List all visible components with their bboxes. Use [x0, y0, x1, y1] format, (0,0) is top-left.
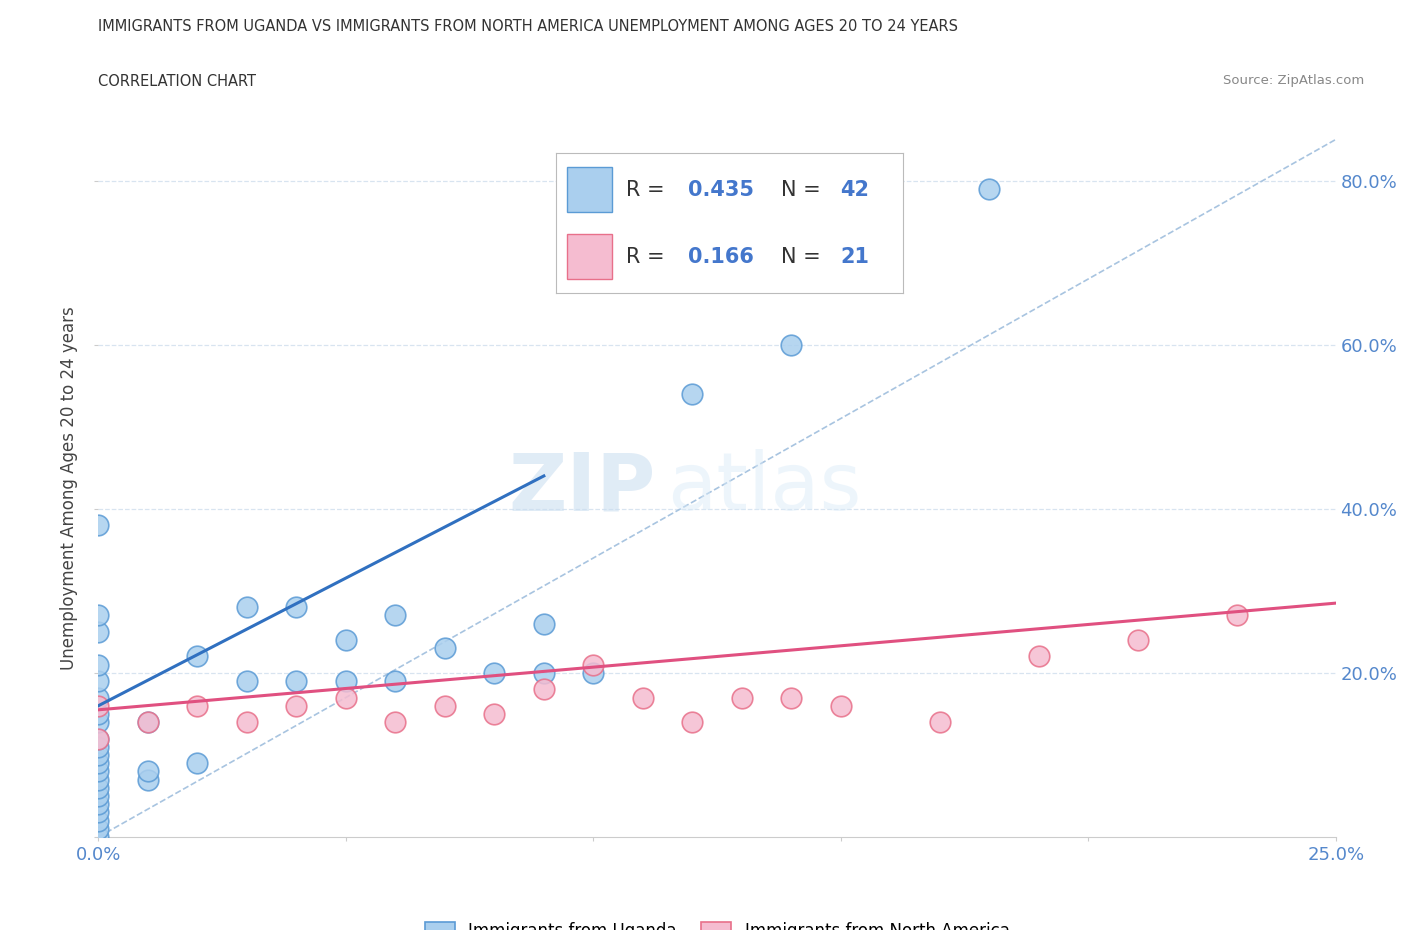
Text: Source: ZipAtlas.com: Source: ZipAtlas.com	[1223, 74, 1364, 87]
Point	[87, 813, 110, 828]
Point	[830, 698, 852, 713]
Point	[928, 714, 950, 729]
Text: ZIP: ZIP	[508, 449, 655, 527]
Point	[87, 756, 110, 771]
Point	[87, 707, 110, 722]
Point	[136, 772, 159, 787]
Point	[285, 698, 308, 713]
Point	[433, 698, 456, 713]
Point	[582, 658, 605, 672]
Point	[484, 666, 506, 681]
Point	[87, 608, 110, 623]
Point	[87, 772, 110, 787]
Point	[681, 714, 703, 729]
Point	[87, 830, 110, 844]
Point	[87, 797, 110, 812]
Point	[285, 673, 308, 688]
Point	[335, 632, 357, 647]
Point	[533, 682, 555, 697]
Point	[136, 714, 159, 729]
Point	[1028, 649, 1050, 664]
Text: CORRELATION CHART: CORRELATION CHART	[98, 74, 256, 89]
Point	[87, 624, 110, 639]
Point	[87, 714, 110, 729]
Point	[681, 387, 703, 402]
Point	[87, 698, 110, 713]
Point	[631, 690, 654, 705]
Point	[87, 739, 110, 754]
Text: IMMIGRANTS FROM UGANDA VS IMMIGRANTS FROM NORTH AMERICA UNEMPLOYMENT AMONG AGES : IMMIGRANTS FROM UGANDA VS IMMIGRANTS FRO…	[98, 19, 959, 33]
Point	[1226, 608, 1249, 623]
Point	[236, 714, 259, 729]
Text: atlas: atlas	[668, 449, 862, 527]
Point	[87, 780, 110, 795]
Point	[87, 748, 110, 763]
Point	[335, 673, 357, 688]
Point	[87, 673, 110, 688]
Point	[186, 649, 208, 664]
Point	[87, 658, 110, 672]
Point	[136, 764, 159, 778]
Legend: Immigrants from Uganda, Immigrants from North America: Immigrants from Uganda, Immigrants from …	[418, 915, 1017, 930]
Point	[285, 600, 308, 615]
Point	[979, 181, 1001, 196]
Point	[87, 821, 110, 836]
Point	[186, 698, 208, 713]
Point	[87, 731, 110, 746]
Point	[87, 518, 110, 533]
Point	[87, 764, 110, 778]
Point	[582, 666, 605, 681]
Point	[87, 805, 110, 820]
Point	[780, 338, 803, 352]
Point	[186, 756, 208, 771]
Point	[335, 690, 357, 705]
Point	[484, 707, 506, 722]
Point	[384, 673, 406, 688]
Point	[236, 600, 259, 615]
Point	[433, 641, 456, 656]
Y-axis label: Unemployment Among Ages 20 to 24 years: Unemployment Among Ages 20 to 24 years	[60, 306, 79, 671]
Point	[87, 690, 110, 705]
Point	[780, 690, 803, 705]
Point	[87, 731, 110, 746]
Point	[533, 617, 555, 631]
Point	[1126, 632, 1149, 647]
Point	[384, 608, 406, 623]
Point	[384, 714, 406, 729]
Point	[87, 789, 110, 804]
Point	[533, 666, 555, 681]
Point	[236, 673, 259, 688]
Point	[731, 690, 754, 705]
Point	[136, 714, 159, 729]
